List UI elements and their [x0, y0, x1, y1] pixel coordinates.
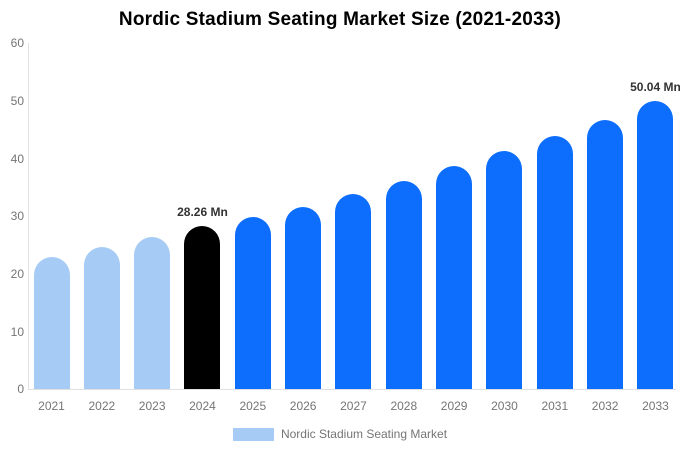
- y-axis-tick-label: 10: [10, 324, 24, 339]
- bar-2029: [436, 166, 473, 390]
- x-axis-tick-label: 2032: [591, 399, 619, 413]
- y-axis-tick-label: 50: [10, 93, 24, 108]
- bar-value-label-2024: 28.26 Mn: [177, 205, 228, 220]
- x-axis-tick-label: 2028: [390, 399, 418, 413]
- y-axis-tick-label: 0: [17, 382, 24, 397]
- x-axis-tick-label: 2025: [239, 399, 267, 413]
- bar-2031: [536, 136, 573, 390]
- x-axis-line: [28, 389, 676, 391]
- x-axis-tick-label: 2033: [642, 399, 669, 413]
- bar-2028: [385, 180, 422, 390]
- x-axis-tick-label: 2022: [88, 399, 116, 413]
- bar-2033: [637, 100, 674, 390]
- legend-label: Nordic Stadium Seating Market: [280, 427, 448, 441]
- y-axis-tick-label: 20: [10, 266, 24, 281]
- chart-title: Nordic Stadium Seating Market Size (2021…: [118, 9, 562, 30]
- bar-2032: [587, 119, 624, 390]
- bar-value-label-2033: 50.04 Mn: [630, 79, 680, 94]
- bar-2024: [184, 226, 221, 390]
- x-axis-tick-label: 2027: [340, 399, 367, 413]
- y-axis-tick-label: 30: [10, 209, 24, 224]
- bar-2023: [134, 237, 171, 390]
- legend: Nordic Stadium Seating Market: [0, 427, 680, 441]
- legend-swatch: [232, 427, 274, 441]
- bar-2030: [486, 151, 523, 390]
- bar-2027: [335, 193, 372, 390]
- bar-2021: [33, 256, 70, 390]
- y-axis-line: [28, 43, 29, 390]
- y-axis-tick-label: 40: [10, 151, 24, 166]
- bar-2026: [285, 207, 322, 390]
- bar-2025: [234, 217, 271, 390]
- x-axis-tick-label: 2030: [491, 399, 518, 413]
- x-axis-tick-label: 2023: [138, 399, 166, 413]
- x-axis-tick-label: 2021: [38, 399, 65, 413]
- y-axis-tick-label: 60: [10, 36, 24, 51]
- x-axis-tick-label: 2029: [440, 399, 468, 413]
- x-axis-tick-label: 2024: [189, 399, 216, 413]
- x-axis-tick-label: 2031: [541, 399, 569, 413]
- bar-2022: [83, 246, 120, 390]
- x-axis-tick-label: 2026: [289, 399, 317, 413]
